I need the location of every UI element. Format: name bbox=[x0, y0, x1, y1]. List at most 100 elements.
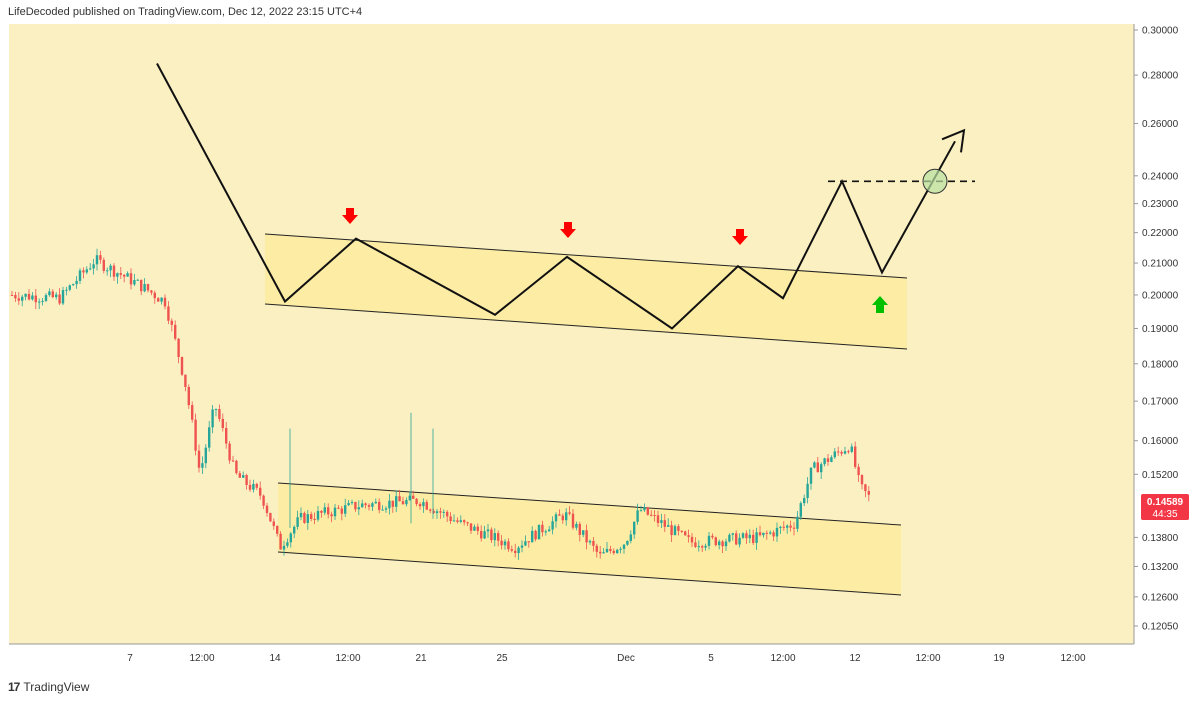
candle bbox=[350, 499, 354, 505]
candle bbox=[327, 503, 330, 519]
candle bbox=[432, 508, 435, 514]
candle bbox=[378, 498, 381, 514]
candle bbox=[704, 543, 707, 551]
candle bbox=[507, 538, 510, 552]
candle bbox=[395, 490, 398, 513]
candle bbox=[728, 533, 731, 543]
candle bbox=[469, 523, 473, 534]
candle bbox=[279, 531, 282, 550]
candle bbox=[823, 457, 826, 467]
candle bbox=[537, 524, 541, 540]
candle bbox=[548, 525, 551, 532]
candle bbox=[303, 511, 306, 524]
candle bbox=[405, 497, 408, 507]
price-tick-label: 0.12600 bbox=[1142, 592, 1179, 603]
candle bbox=[238, 470, 241, 478]
candle bbox=[27, 289, 31, 301]
upper-channel-bottom bbox=[264, 303, 908, 350]
breakout-circle bbox=[922, 168, 948, 194]
candle bbox=[214, 408, 218, 417]
candle bbox=[425, 499, 428, 511]
candle bbox=[299, 507, 303, 521]
price-tag-value: 0.14589 bbox=[1147, 497, 1184, 508]
time-tick-label: 12:00 bbox=[1060, 653, 1085, 664]
candle bbox=[826, 453, 830, 466]
candle bbox=[809, 467, 813, 490]
candle bbox=[694, 537, 697, 549]
candle bbox=[684, 530, 687, 537]
candle bbox=[418, 502, 422, 510]
price-tick-label: 0.18000 bbox=[1142, 359, 1179, 370]
candle bbox=[789, 520, 792, 532]
candle bbox=[187, 384, 190, 409]
candle bbox=[293, 525, 296, 538]
candle bbox=[129, 268, 133, 290]
candle bbox=[510, 545, 513, 553]
candle bbox=[840, 450, 843, 457]
candle bbox=[643, 503, 646, 512]
candle bbox=[619, 546, 622, 554]
candle bbox=[14, 291, 17, 302]
candle bbox=[629, 530, 632, 544]
candle bbox=[323, 503, 326, 516]
candle bbox=[99, 250, 102, 264]
candle bbox=[235, 459, 238, 475]
candle bbox=[830, 455, 833, 463]
candle bbox=[401, 496, 405, 505]
time-tick-label: 12:00 bbox=[770, 653, 795, 664]
candle bbox=[721, 539, 724, 553]
price-axis[interactable]: 0.30000 0.28000 0.26000 0.24000 0.23000 0.220… bbox=[1133, 24, 1179, 644]
price-tick-label: 0.21000 bbox=[1142, 259, 1179, 270]
candle bbox=[758, 525, 762, 537]
candle bbox=[847, 449, 850, 454]
price-tick-label: 0.23000 bbox=[1142, 199, 1179, 210]
candle bbox=[701, 544, 704, 553]
candle bbox=[687, 529, 690, 543]
candle bbox=[483, 525, 486, 540]
candle bbox=[850, 443, 853, 454]
candle bbox=[554, 512, 558, 528]
candle bbox=[639, 505, 643, 512]
upper-channel bbox=[265, 234, 907, 349]
footer: 17 TradingView bbox=[8, 680, 89, 694]
candle bbox=[609, 545, 612, 554]
candle bbox=[34, 288, 37, 310]
candle bbox=[306, 510, 309, 530]
candle bbox=[412, 490, 415, 499]
candle bbox=[225, 421, 228, 449]
sell-arrow-icon bbox=[342, 208, 358, 224]
candle bbox=[374, 498, 377, 504]
candle bbox=[177, 338, 180, 364]
candle bbox=[252, 479, 255, 493]
candle bbox=[221, 413, 224, 432]
upper-channel-top bbox=[264, 233, 908, 279]
candle bbox=[133, 273, 136, 287]
candle bbox=[364, 502, 367, 509]
time-tick-label: 19 bbox=[993, 653, 1005, 664]
candle bbox=[150, 290, 153, 296]
candle bbox=[228, 441, 231, 464]
candle bbox=[820, 462, 823, 480]
candle bbox=[10, 290, 14, 296]
candle bbox=[255, 482, 258, 491]
candle bbox=[697, 540, 700, 552]
candle bbox=[167, 301, 170, 324]
candle bbox=[95, 248, 99, 271]
candle bbox=[854, 441, 857, 469]
time-axis[interactable]: 7 12:00 14 12:00 21 25 Dec 5 12:00 12 12:00 19 12:00 bbox=[9, 643, 1134, 664]
candle bbox=[497, 530, 500, 547]
candle bbox=[119, 267, 122, 280]
candle bbox=[673, 524, 677, 536]
candle bbox=[289, 531, 292, 548]
candle bbox=[68, 284, 71, 292]
candle bbox=[588, 539, 592, 545]
candle bbox=[476, 523, 479, 535]
price-tick-label: 0.15200 bbox=[1142, 470, 1179, 481]
candle bbox=[344, 498, 347, 517]
candle bbox=[738, 533, 741, 548]
sell-arrow-icon bbox=[732, 229, 748, 245]
candle bbox=[670, 520, 673, 543]
candle bbox=[21, 294, 24, 307]
time-tick-label: Dec bbox=[617, 653, 635, 664]
